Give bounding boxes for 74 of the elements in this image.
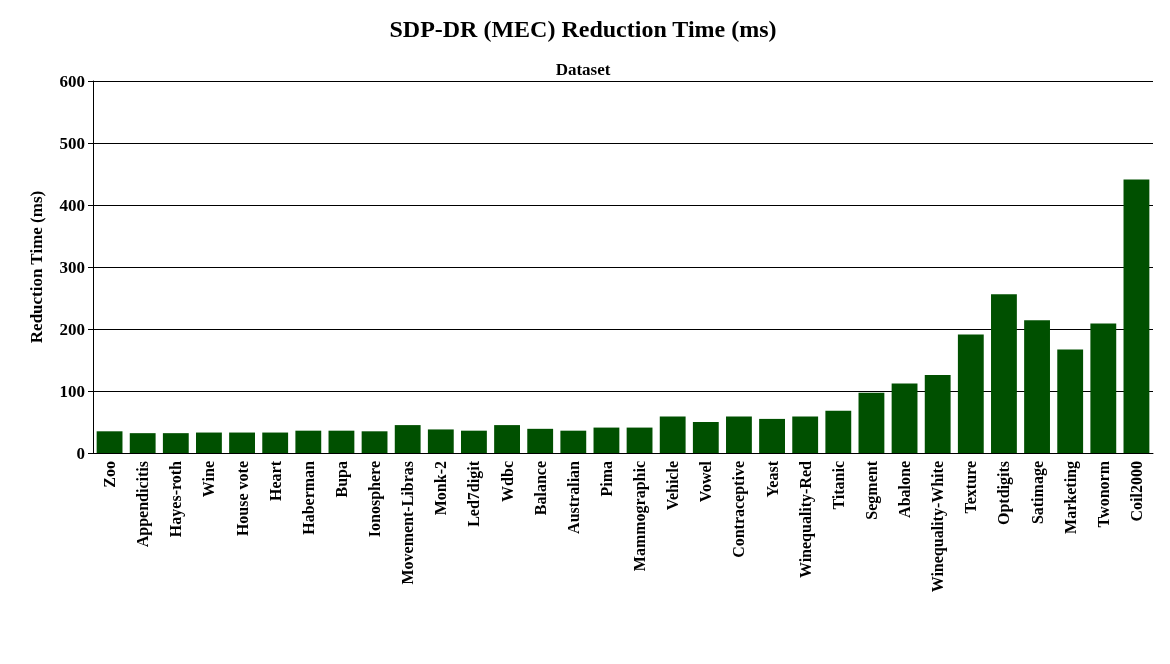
bar [560, 430, 587, 453]
x-tick-label: Winequality-White [929, 461, 948, 593]
bar [129, 433, 156, 453]
x-axis-title: Dataset [555, 60, 611, 79]
x-tick-label: Abalone [896, 461, 914, 518]
x-tick-label: Balance [531, 461, 549, 516]
x-tick-label: Vowel [697, 460, 715, 503]
x-tick-label: Haberman [299, 460, 317, 535]
y-tick-label: 500 [59, 133, 85, 153]
x-tick-label: Yeast [763, 460, 781, 498]
x-tick-label: Twonorm [1094, 460, 1112, 528]
x-tick-label: Optdigits [995, 461, 1014, 526]
bar [1024, 320, 1050, 453]
bar [1123, 179, 1150, 453]
x-tick-label: Australian [564, 460, 582, 534]
y-tick-label: 0 [76, 443, 85, 463]
bar [759, 418, 785, 453]
y-tick-label: 300 [59, 257, 85, 277]
y-tick-label: 600 [59, 71, 85, 91]
y-tick-label: 400 [59, 195, 85, 215]
bar [792, 416, 819, 453]
x-tick-label: Pima [597, 461, 615, 497]
bar [394, 425, 421, 453]
bar [96, 431, 123, 453]
x-tick-label: Mammographic [631, 461, 650, 572]
bar [295, 430, 322, 453]
bar [361, 431, 388, 453]
bar [991, 294, 1017, 453]
x-tick-label: Vehicle [664, 461, 682, 511]
bar [1090, 323, 1117, 453]
bar [924, 374, 951, 453]
x-tick-label: Monk-2 [432, 461, 450, 516]
bar [461, 430, 487, 453]
x-tick-label: Ionosphere [366, 461, 385, 538]
y-tick-label: 200 [59, 319, 85, 339]
x-tick-label: Appendicitis [134, 461, 153, 548]
y-axis-title: Reduction Time (ms) [27, 190, 46, 344]
bar [328, 430, 355, 453]
y-tick-label: 100 [59, 381, 85, 401]
chart-title: SDP-DR (MEC) Reduction Time (ms) [389, 16, 777, 42]
bar [659, 416, 686, 453]
bar [692, 422, 719, 453]
x-tick-label: House vote [233, 461, 251, 537]
bar [957, 334, 984, 453]
x-tick-label: Hayes-roth [167, 460, 186, 538]
x-tick-label: Contraceptive [730, 461, 749, 558]
x-tick-label: Zoo [101, 461, 119, 488]
x-tick-label: Led7digit [465, 460, 484, 527]
bar [726, 416, 752, 453]
x-tick-label: Bupa [332, 461, 351, 498]
x-tick-label: Texture [962, 461, 980, 514]
x-tick-label: Winequality-Red [796, 460, 815, 579]
bar [427, 429, 454, 453]
bar [891, 383, 918, 453]
bar [593, 427, 620, 453]
bar [229, 432, 255, 453]
x-tick-label: Titanic [829, 461, 847, 510]
x-tick-label: Wdbc [498, 461, 516, 502]
x-tick-label: Wine [200, 461, 218, 498]
x-tick-label: Segment [862, 460, 881, 520]
bar [162, 433, 189, 453]
x-tick-label: Marketing [1061, 461, 1080, 534]
bar [494, 425, 520, 453]
bar [1057, 349, 1084, 453]
x-tick-label: Coil2000 [1127, 461, 1145, 522]
bar [196, 432, 222, 453]
bar [858, 392, 885, 453]
bar [825, 410, 852, 453]
x-tick-label: Heart [266, 460, 284, 501]
x-tick-label: Satimage [1028, 461, 1047, 525]
bar [527, 428, 554, 453]
bar [262, 432, 289, 453]
bar [626, 427, 653, 453]
x-tick-label: Movement-Libras [399, 461, 417, 585]
